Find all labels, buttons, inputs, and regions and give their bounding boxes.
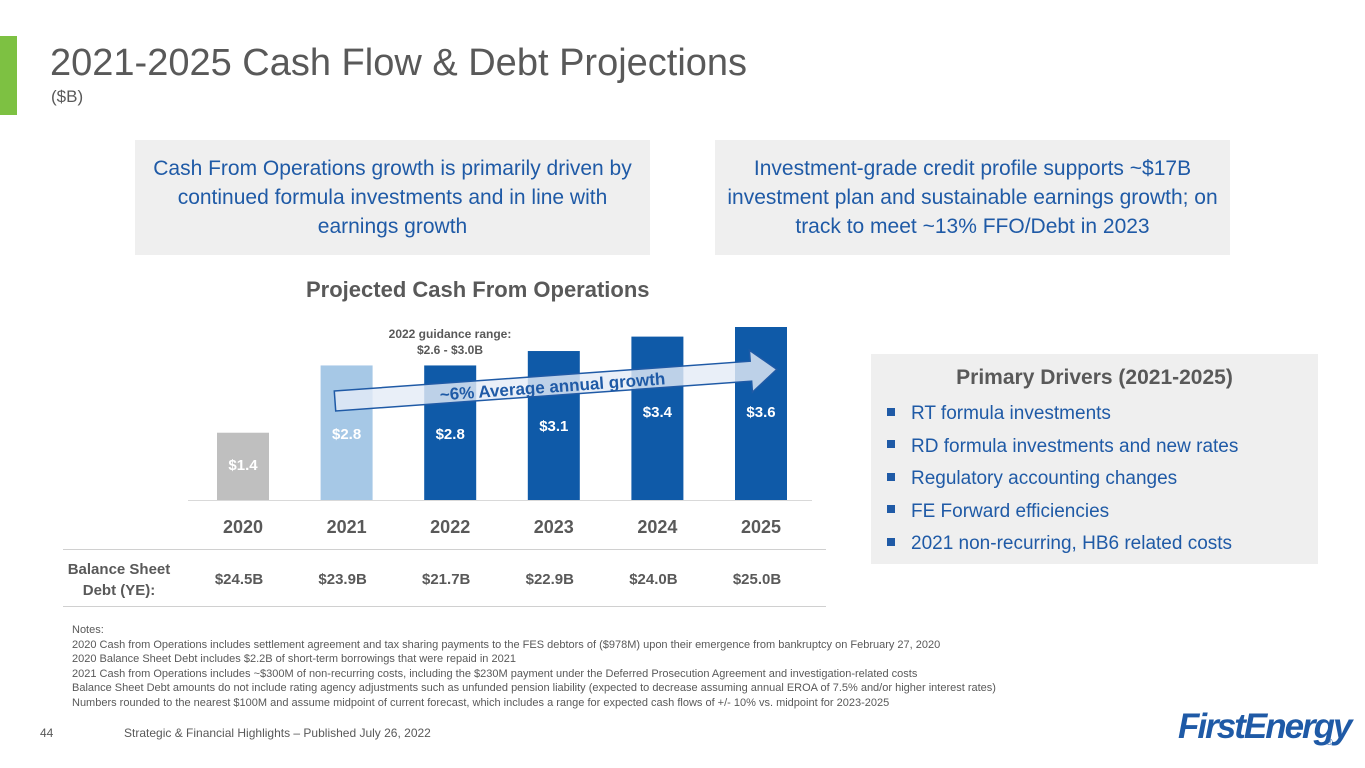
- debt-value-2024: $24.0B: [629, 571, 678, 588]
- value-label-2025: $3.6: [746, 404, 775, 421]
- note-line: 2021 Cash from Operations includes ~$300…: [72, 667, 918, 680]
- primary-drivers-panel: Primary Drivers (2021-2025) RT formula i…: [871, 354, 1318, 564]
- driver-item: RT formula investments: [887, 398, 1238, 431]
- note-line: Balance Sheet Debt amounts do not includ…: [72, 682, 996, 695]
- value-label-2024: $3.4: [643, 404, 673, 421]
- square-bullet-icon: [887, 440, 895, 449]
- tick-label-2020: 2020: [223, 517, 263, 537]
- square-bullet-icon: [887, 505, 895, 514]
- callout-credit-profile: Investment-grade credit profile supports…: [715, 140, 1230, 255]
- callout-credit-profile-text: Investment-grade credit profile supports…: [727, 157, 1218, 238]
- tick-label-2022: 2022: [430, 517, 470, 537]
- driver-item: RD formula investments and new rates: [887, 431, 1238, 464]
- debt-value-2025: $25.0B: [733, 571, 782, 588]
- note-line: Numbers rounded to the nearest $100M and…: [72, 696, 890, 709]
- driver-item: Regulatory accounting changes: [887, 463, 1238, 496]
- debt-value-2022: $21.7B: [422, 571, 471, 588]
- square-bullet-icon: [887, 537, 895, 546]
- bar-2020: [217, 432, 269, 500]
- value-label-2020: $1.4: [228, 457, 258, 474]
- value-label-2022: $2.8: [436, 426, 465, 443]
- guidance-annotation-line: $2.6 - $3.0B: [417, 343, 483, 357]
- growth-arrow-icon: [333, 348, 779, 412]
- driver-item-label: Regulatory accounting changes: [911, 468, 1178, 489]
- driver-item-label: RD formula investments and new rates: [911, 435, 1239, 457]
- value-label-2021: $2.8: [332, 426, 361, 443]
- value-label-2023: $3.1: [539, 418, 568, 435]
- chart-title: Projected Cash From Operations: [306, 277, 650, 302]
- tick-label-2023: 2023: [534, 517, 574, 537]
- title-accent-bar: [0, 36, 17, 115]
- callout-cash-operations: Cash From Operations growth is primarily…: [135, 140, 650, 255]
- primary-drivers-list: RT formula investments RD formula invest…: [887, 398, 1238, 561]
- driver-item-label: RT formula investments: [911, 403, 1111, 424]
- driver-item: 2021 non-recurring, HB6 related costs: [887, 528, 1238, 561]
- tick-label-2021: 2021: [327, 517, 367, 537]
- bar-2025: [735, 327, 787, 500]
- page-number: 44: [40, 726, 54, 740]
- square-bullet-icon: [887, 407, 895, 416]
- callout-cash-operations-text: Cash From Operations growth is primarily…: [153, 157, 632, 238]
- debt-value-2020: $24.5B: [215, 571, 264, 588]
- debt-value-2021: $23.9B: [318, 571, 367, 588]
- page-title: 2021-2025 Cash Flow & Debt Projections: [50, 42, 748, 84]
- notes-section: Notes: 2020 Cash from Operations include…: [72, 623, 996, 711]
- tick-label-2024: 2024: [637, 517, 677, 537]
- square-bullet-icon: [887, 472, 895, 481]
- bar-2021: [320, 365, 373, 500]
- debt-row-label: Debt (YE):: [83, 582, 156, 599]
- driver-item-label: FE Forward efficiencies: [911, 500, 1110, 522]
- page-subtitle: ($B): [51, 87, 84, 106]
- notes-heading: Notes:: [72, 624, 104, 636]
- driver-item-label: 2021 non-recurring, HB6 related costs: [911, 533, 1233, 554]
- debt-row-label: Balance Sheet: [68, 561, 171, 578]
- note-line: 2020 Balance Sheet Debt includes $2.2B o…: [72, 653, 516, 666]
- firstenergy-logo: FirstEnergy: [1178, 707, 1352, 746]
- tick-label-2025: 2025: [741, 517, 781, 537]
- logo-registered-mark: ®: [1326, 737, 1333, 747]
- guidance-annotation-line: 2022 guidance range:: [389, 327, 512, 341]
- debt-value-2023: $22.9B: [526, 571, 575, 588]
- footer-text: Strategic & Financial Highlights – Publi…: [124, 726, 431, 740]
- note-line: 2020 Cash from Operations includes settl…: [72, 638, 941, 651]
- bar-2024: [631, 336, 684, 500]
- driver-item: FE Forward efficiencies: [887, 496, 1238, 529]
- primary-drivers-title: Primary Drivers (2021-2025): [956, 366, 1233, 389]
